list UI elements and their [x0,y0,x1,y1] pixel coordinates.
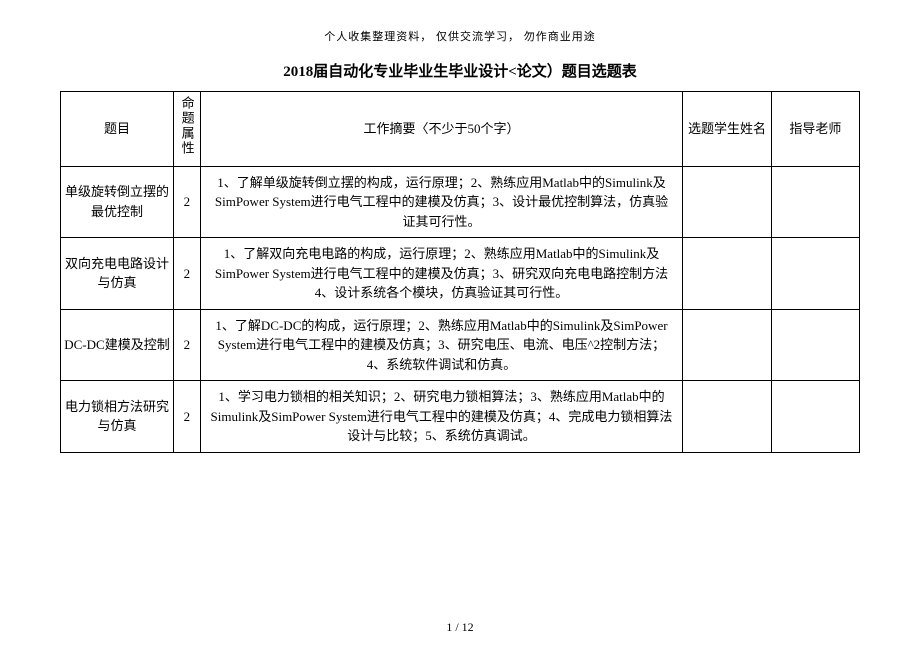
col-header-student: 选题学生姓名 [683,92,771,167]
cell-student [683,238,771,310]
cell-teacher [771,381,859,453]
cell-teacher [771,238,859,310]
table-header-row: 题目 命题属性 工作摘要〈不少于50个字） 选题学生姓名 指导老师 [61,92,860,167]
cell-topic: 电力锁相方法研究与仿真 [61,381,174,453]
cell-teacher [771,309,859,381]
cell-desc: 1、了解DC-DC的构成，运行原理；2、熟练应用Matlab中的Simulink… [200,309,683,381]
page-number: 1 / 12 [0,620,920,635]
table-row: 双向充电电路设计与仿真 2 1、了解双向充电电路的构成，运行原理；2、熟练应用M… [61,238,860,310]
cell-attr: 2 [173,381,200,453]
table-row: 单级旋转倒立摆的最优控制 2 1、了解单级旋转倒立摆的构成，运行原理；2、熟练应… [61,166,860,238]
cell-topic: 单级旋转倒立摆的最优控制 [61,166,174,238]
cell-student [683,309,771,381]
cell-attr: 2 [173,238,200,310]
cell-attr: 2 [173,309,200,381]
page-title: 2018届自动化专业毕业生毕业设计<论文）题目选题表 [0,60,920,81]
thesis-topic-table: 题目 命题属性 工作摘要〈不少于50个字） 选题学生姓名 指导老师 单级旋转倒立… [60,91,860,453]
table-container: 题目 命题属性 工作摘要〈不少于50个字） 选题学生姓名 指导老师 单级旋转倒立… [60,91,860,453]
cell-desc: 1、了解双向充电电路的构成，运行原理；2、熟练应用Matlab中的Simulin… [200,238,683,310]
cell-desc: 1、了解单级旋转倒立摆的构成，运行原理；2、熟练应用Matlab中的Simuli… [200,166,683,238]
cell-attr: 2 [173,166,200,238]
cell-teacher [771,166,859,238]
col-header-desc: 工作摘要〈不少于50个字） [200,92,683,167]
cell-desc: 1、学习电力锁相的相关知识；2、研究电力锁相算法；3、熟练应用Matlab中的S… [200,381,683,453]
col-header-teacher: 指导老师 [771,92,859,167]
cell-student [683,166,771,238]
cell-student [683,381,771,453]
table-row: 电力锁相方法研究与仿真 2 1、学习电力锁相的相关知识；2、研究电力锁相算法；3… [61,381,860,453]
col-header-attr: 命题属性 [173,92,200,167]
table-row: DC-DC建模及控制 2 1、了解DC-DC的构成，运行原理；2、熟练应用Mat… [61,309,860,381]
col-header-topic: 题目 [61,92,174,167]
cell-topic: 双向充电电路设计与仿真 [61,238,174,310]
header-note: 个人收集整理资料， 仅供交流学习， 勿作商业用途 [0,0,920,44]
cell-topic: DC-DC建模及控制 [61,309,174,381]
